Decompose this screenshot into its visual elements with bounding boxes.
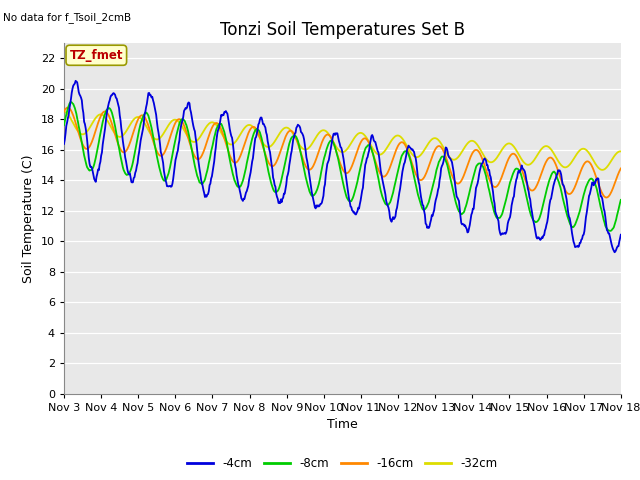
X-axis label: Time: Time bbox=[327, 418, 358, 431]
Text: TZ_fmet: TZ_fmet bbox=[70, 49, 123, 62]
Legend: -4cm, -8cm, -16cm, -32cm: -4cm, -8cm, -16cm, -32cm bbox=[182, 452, 502, 475]
Text: No data for f_Tsoil_2cmB: No data for f_Tsoil_2cmB bbox=[3, 12, 131, 23]
Title: Tonzi Soil Temperatures Set B: Tonzi Soil Temperatures Set B bbox=[220, 21, 465, 39]
Y-axis label: Soil Temperature (C): Soil Temperature (C) bbox=[22, 154, 35, 283]
